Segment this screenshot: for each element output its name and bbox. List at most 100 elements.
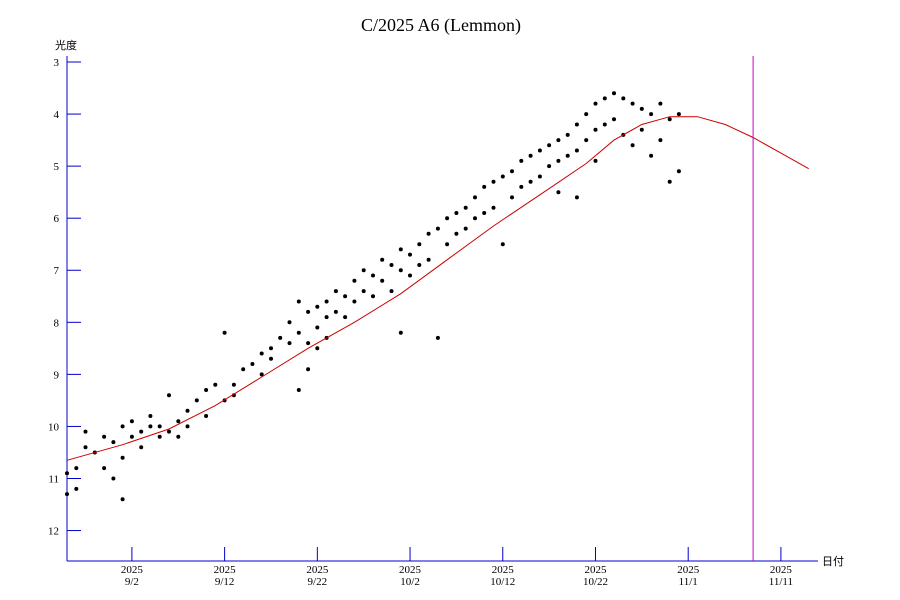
data-point (371, 294, 375, 299)
data-point (213, 382, 218, 387)
x-tick-year: 2025 (677, 564, 700, 576)
data-point (259, 351, 264, 356)
data-point (445, 242, 450, 247)
data-point (204, 414, 209, 418)
data-point (83, 429, 88, 434)
y-tick-label: 12 (48, 526, 59, 538)
data-point (482, 184, 487, 189)
data-point (315, 304, 320, 309)
data-point (398, 268, 403, 273)
data-point (269, 346, 273, 351)
data-point (343, 294, 348, 299)
data-point (176, 434, 181, 439)
y-tick-label: 11 (48, 473, 59, 485)
data-point (584, 112, 589, 117)
data-point (417, 263, 422, 267)
data-point (556, 190, 561, 195)
data-point (324, 315, 329, 320)
data-point (426, 257, 431, 262)
data-point (315, 325, 320, 330)
data-point (148, 424, 153, 429)
data-point (167, 393, 171, 398)
data-point (537, 174, 542, 179)
x-tick-label: 10/12 (490, 576, 515, 588)
x-tick-label: 9/12 (215, 576, 235, 588)
data-point (120, 424, 125, 429)
data-point (510, 169, 514, 174)
y-tick-label: 8 (54, 317, 60, 329)
x-tick-year: 2025 (770, 564, 793, 576)
data-point (454, 231, 459, 236)
data-point (574, 148, 579, 153)
data-point (204, 388, 209, 392)
data-point (547, 164, 552, 169)
data-point (463, 226, 468, 231)
data-point (167, 429, 171, 434)
chart-title: C/2025 A6 (Lemmon) (361, 15, 521, 36)
data-point (222, 330, 227, 335)
data-point (352, 299, 357, 304)
data-point (250, 362, 255, 366)
data-point (157, 424, 162, 429)
data-point (139, 445, 144, 450)
x-tick-year: 2025 (306, 564, 329, 576)
x-tick-year: 2025 (399, 564, 422, 576)
data-point (445, 216, 450, 221)
data-point (324, 299, 329, 304)
x-tick-label: 10/2 (400, 576, 420, 588)
data-point (556, 138, 561, 143)
data-point (639, 127, 644, 132)
x-axis-label: 日付 (822, 555, 844, 568)
data-point (667, 179, 672, 184)
data-point (417, 242, 422, 247)
data-point (454, 211, 459, 215)
data-point (519, 158, 524, 163)
data-point (676, 112, 681, 117)
data-point (287, 320, 292, 325)
data-point (565, 132, 570, 137)
data-point (500, 174, 505, 179)
data-point (361, 268, 366, 273)
data-point (612, 117, 616, 122)
data-point (473, 195, 477, 200)
data-point (435, 335, 440, 340)
x-tick-year: 2025 (492, 564, 515, 576)
data-point (602, 122, 607, 127)
data-point (389, 263, 394, 267)
data-point (593, 127, 598, 132)
x-tick-label: 10/22 (583, 576, 608, 588)
y-tick-label: 10 (48, 421, 60, 433)
data-point (574, 122, 579, 127)
data-point (315, 346, 320, 351)
data-point (139, 429, 144, 434)
data-point (491, 179, 496, 184)
data-point (185, 408, 190, 413)
data-point (408, 252, 412, 257)
data-point (176, 419, 181, 424)
data-point (120, 497, 125, 502)
x-tick-label: 9/2 (125, 576, 139, 588)
data-point (148, 414, 153, 418)
data-point (584, 138, 589, 143)
data-point (371, 273, 375, 278)
y-axis-ticks: 3 4 5 6 7 8 9 10 11 12 (48, 57, 81, 538)
data-point (565, 153, 570, 158)
data-point (621, 96, 626, 101)
data-point (129, 419, 134, 424)
data-point (547, 143, 552, 148)
data-point (574, 195, 579, 200)
x-tick-year: 2025 (121, 564, 144, 576)
data-point (398, 330, 403, 335)
data-point (491, 205, 496, 210)
x-tick-label: 9/22 (308, 576, 328, 588)
data-point (556, 158, 561, 163)
data-point (65, 492, 69, 497)
data-point (593, 101, 598, 106)
data-point (463, 205, 468, 210)
data-point (537, 148, 542, 153)
data-point (343, 315, 348, 320)
data-point (65, 471, 69, 476)
x-tick-year: 2025 (584, 564, 607, 576)
y-tick-label: 9 (54, 369, 60, 381)
